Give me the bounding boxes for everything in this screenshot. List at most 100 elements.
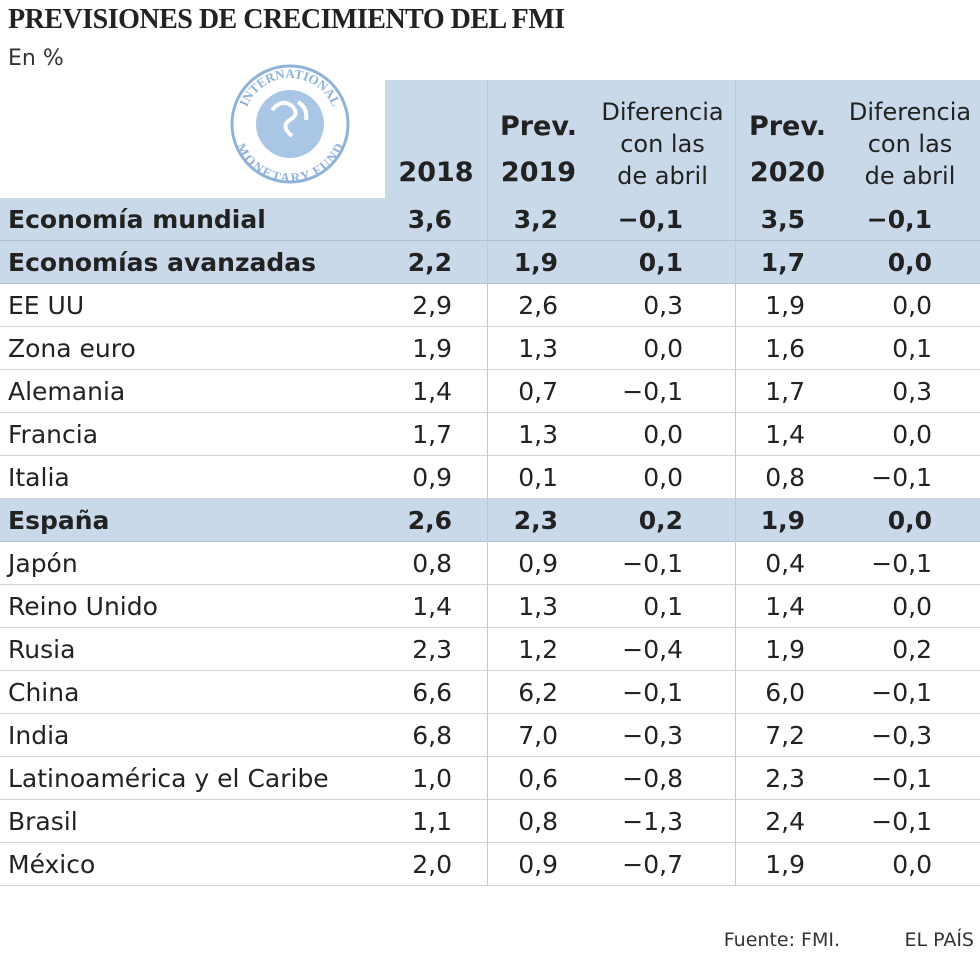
column-header: Prev. [748,111,827,142]
cell-value: 0,3 [643,291,683,320]
cell-value: 0,1 [643,592,683,621]
cell-value: −0,3 [871,721,932,750]
cell-value: 0,0 [643,463,683,492]
cell-value: 1,3 [518,334,558,363]
cell-value: 1,1 [412,807,452,836]
cell-value: 2,3 [765,764,805,793]
row-label: China [8,678,80,707]
cell-value: 0,1 [892,334,932,363]
cell-value: 6,6 [412,678,452,707]
header-bg [385,80,980,198]
column-header: Diferencia [848,98,972,126]
cell-value: 1,3 [518,592,558,621]
cell-value: 6,8 [412,721,452,750]
row-label: Rusia [8,635,76,664]
cell-value: 0,0 [892,592,932,621]
table-row: Latinoamérica y el Caribe 1,0 0,6 −0,8 2,3 −0… [0,757,980,800]
column-header: con las [867,130,953,158]
column-header: con las [620,130,705,158]
column-header: 2020 [749,157,826,188]
row-label: Italia [8,463,70,492]
column-header: de abril [617,162,708,190]
table-row: México 2,0 0,9 −0,7 1,9 0,0 [0,843,980,886]
brand: EL PAÍS [904,929,974,951]
cell-value: 0,1 [518,463,558,492]
column-header: 2018 [398,157,474,188]
cell-value: 1,7 [412,420,452,449]
cell-value: 1,3 [518,420,558,449]
row-label: Brasil [8,807,78,836]
column-header: 2019 [500,157,577,188]
cell-value: 0,0 [643,334,683,363]
cell-value: 0,0 [892,291,932,320]
row-label: España [8,506,110,535]
table-row: Brasil 1,1 0,8 −1,3 2,4 −0,1 [0,800,980,843]
cell-value: 1,7 [760,248,805,277]
cell-value: 0,2 [638,506,683,535]
cell-value: 0,0 [887,506,932,535]
column-header: de abril [864,162,956,190]
cell-value: −0,1 [871,764,932,793]
cell-value: 1,7 [765,377,805,406]
cell-value: 2,6 [518,291,558,320]
cell-value: 2,6 [407,506,452,535]
subtitle: En % [8,46,64,71]
cell-value: 2,0 [412,850,452,879]
table-row: Francia 1,7 1,3 0,0 1,4 0,0 [0,413,980,456]
table-row: China 6,6 6,2 −0,1 6,0 −0,1 [0,671,980,714]
cell-value: 3,6 [407,205,452,234]
cell-value: 0,9 [518,549,558,578]
cell-value: 0,0 [887,248,932,277]
table-row: Italia 0,9 0,1 0,0 0,8 −0,1 [0,456,980,499]
row-label: Reino Unido [8,592,158,621]
table-row: Reino Unido 1,4 1,3 0,1 1,4 0,0 [0,585,980,628]
table-row: India 6,8 7,0 −0,3 7,2 −0,3 [0,714,980,757]
cell-value: −0,8 [622,764,683,793]
table-row: España 2,6 2,3 0,2 1,9 0,0 [0,499,980,542]
source: Fuente: FMI. [723,929,840,951]
imf-logo: INTERNATIONAL MONETARY FUND [230,64,350,185]
table-row: Alemania 1,4 0,7 −0,1 1,7 0,3 [0,370,980,413]
cell-value: 1,4 [412,377,452,406]
cell-value: 1,4 [765,420,805,449]
cell-value: 2,9 [412,291,452,320]
cell-value: 1,9 [765,635,805,664]
cell-value: −0,3 [622,721,683,750]
cell-value: 0,4 [765,549,805,578]
cell-value: 0,9 [412,463,452,492]
cell-value: 1,9 [765,291,805,320]
cell-value: 3,5 [760,205,805,234]
cell-value: 0,8 [765,463,805,492]
row-label: Zona euro [8,334,136,363]
cell-value: 1,9 [760,506,805,535]
row-label: Francia [8,420,99,449]
column-header: Diferencia [601,98,724,126]
cell-value: −0,1 [871,678,932,707]
cell-value: 0,1 [638,248,683,277]
cell-value: 7,2 [765,721,805,750]
row-label: India [8,721,70,750]
cell-value: 0,6 [518,764,558,793]
cell-value: 6,2 [518,678,558,707]
cell-value: 1,9 [513,248,558,277]
row-label: Economías avanzadas [8,248,317,277]
cell-value: 6,0 [765,678,805,707]
cell-value: −0,1 [617,205,683,234]
row-label: Japón [8,549,78,578]
cell-value: −0,1 [871,549,932,578]
column-separator [735,80,736,886]
cell-value: 1,9 [412,334,452,363]
cell-value: 2,4 [765,807,805,836]
column-header: Prev. [499,111,578,142]
cell-value: −0,1 [871,807,932,836]
row-label: Economía mundial [8,205,266,234]
cell-value: −0,1 [622,549,683,578]
column-separator [487,80,488,886]
cell-value: 1,4 [765,592,805,621]
table-row: Rusia 2,3 1,2 −0,4 1,9 0,2 [0,628,980,671]
cell-value: 0,0 [643,420,683,449]
cell-value: −0,1 [622,678,683,707]
table-row: Economías avanzadas 2,2 1,9 0,1 1,7 0,0 [0,241,980,284]
cell-value: 1,9 [765,850,805,879]
cell-value: 1,2 [518,635,558,664]
